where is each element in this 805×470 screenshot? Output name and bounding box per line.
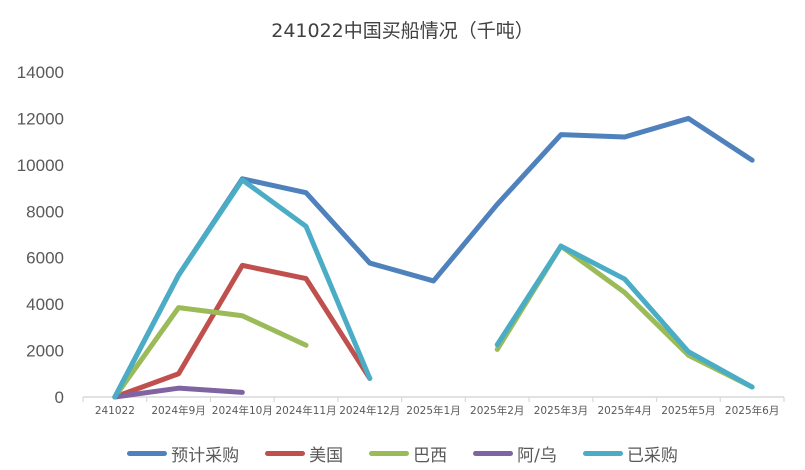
legend-item-brazil: 巴西 xyxy=(369,441,447,466)
legend-label: 阿/乌 xyxy=(517,445,557,466)
y-tick-label: 12000 xyxy=(17,109,64,128)
legend-label: 美国 xyxy=(309,445,344,466)
y-tick-label: 2000 xyxy=(26,342,64,361)
x-tick-label: 2025年5月 xyxy=(661,404,715,417)
y-tick-label: 0 xyxy=(55,388,64,407)
legend-line-icon xyxy=(369,450,410,456)
x-tick-label: 2024年10月 xyxy=(212,404,273,417)
legend-label: 已采购 xyxy=(626,445,678,466)
y-tick-label: 8000 xyxy=(26,202,64,221)
x-tick-label: 2025年2月 xyxy=(470,404,524,417)
series-line xyxy=(112,177,373,400)
series-line xyxy=(112,262,373,400)
x-tick-label: 2025年6月 xyxy=(725,404,779,417)
plot-area xyxy=(112,115,755,400)
x-tick-label: 241022 xyxy=(95,405,135,417)
x-tick-label: 2024年9月 xyxy=(151,404,205,417)
series-line xyxy=(112,305,309,400)
y-tick-label: 14000 xyxy=(17,63,64,82)
y-tick-label: 4000 xyxy=(26,295,64,314)
legend-item-expected-purchase: 预计采购 xyxy=(127,441,239,466)
legend-label: 预计采购 xyxy=(171,445,240,466)
series-line xyxy=(112,115,755,400)
legend-line-icon xyxy=(127,450,168,456)
x-tick-label: 2024年11月 xyxy=(275,404,336,417)
legend: 预计采购 美国 巴西 阿/乌 已采购 xyxy=(0,440,805,466)
legend-item-argentina-uruguay: 阿/乌 xyxy=(473,441,557,466)
x-tick-label: 2024年12月 xyxy=(339,404,400,417)
y-tick-label: 6000 xyxy=(26,249,64,268)
x-tick-label: 2025年1月 xyxy=(406,404,460,417)
legend-item-usa: 美国 xyxy=(265,441,343,466)
x-tick-label: 2025年3月 xyxy=(534,404,588,417)
legend-line-icon xyxy=(265,450,306,456)
legend-line-icon xyxy=(473,450,514,456)
legend-item-purchased: 已采购 xyxy=(582,441,678,466)
chart-title: 241022中国买船情况（千吨） xyxy=(271,20,534,42)
series-line xyxy=(494,243,755,390)
x-axis: 241022 2024年9月 2024年10月 2024年11月 2024年12月 202… xyxy=(82,396,785,417)
legend-line-icon xyxy=(582,450,623,456)
y-tick-label: 10000 xyxy=(17,156,64,175)
legend-label: 巴西 xyxy=(413,445,448,466)
x-tick-label: 2025年4月 xyxy=(597,404,651,417)
series-line xyxy=(112,385,245,400)
y-axis: 0 2000 4000 6000 8000 10000 12000 14000 xyxy=(17,63,64,407)
